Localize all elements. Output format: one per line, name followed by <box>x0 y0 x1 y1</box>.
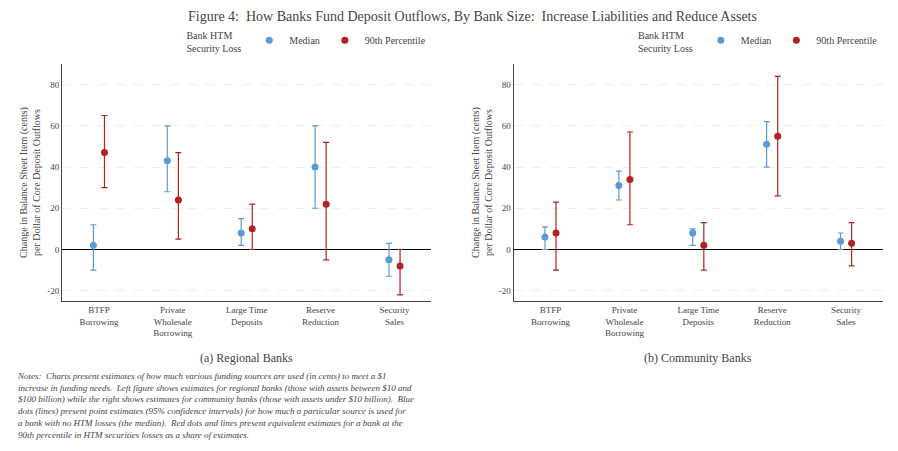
svg-text:(b) Community Banks: (b) Community Banks <box>644 351 752 365</box>
svg-text:Change in Balance Sheet Item (: Change in Balance Sheet Item (cents)per … <box>470 107 494 258</box>
svg-text:90th Percentile: 90th Percentile <box>816 35 877 46</box>
svg-text:0: 0 <box>506 245 511 255</box>
svg-text:PrivateWholesaleBorrowing: PrivateWholesaleBorrowing <box>605 305 644 338</box>
svg-text:Bank HTMSecurity Loss: Bank HTMSecurity Loss <box>186 30 241 54</box>
svg-text:Figure 4: How Banks Fund Depo: Figure 4: How Banks Fund Deposit Outflow… <box>188 9 757 24</box>
svg-text:PrivateWholesaleBorrowing: PrivateWholesaleBorrowing <box>153 305 192 338</box>
svg-text:SecuritySales: SecuritySales <box>831 305 861 327</box>
svg-text:ReserveReduction: ReserveReduction <box>754 305 791 327</box>
svg-text:20: 20 <box>502 203 512 213</box>
svg-text:40: 40 <box>50 162 60 172</box>
svg-text:60: 60 <box>502 121 512 131</box>
svg-text:40: 40 <box>502 162 512 172</box>
svg-text:20: 20 <box>50 203 60 213</box>
svg-text:80: 80 <box>502 80 512 90</box>
svg-text:Notes: Charts present estimat: Notes: Charts present estimates of how m… <box>17 371 414 440</box>
svg-text:Large TimeDeposits: Large TimeDeposits <box>226 305 268 327</box>
svg-text:ReserveReduction: ReserveReduction <box>302 305 339 327</box>
svg-text:SecuritySales: SecuritySales <box>380 305 410 327</box>
svg-text:BTFPBorrowing: BTFPBorrowing <box>531 305 570 327</box>
svg-text:Median: Median <box>289 35 320 46</box>
svg-text:90th Percentile: 90th Percentile <box>365 35 426 46</box>
svg-text:Change in Balance Sheet Item (: Change in Balance Sheet Item (cents)per … <box>18 107 42 258</box>
svg-text:BTFPBorrowing: BTFPBorrowing <box>79 305 118 327</box>
svg-text:60: 60 <box>50 121 60 131</box>
svg-text:Median: Median <box>741 35 772 46</box>
svg-text:(a) Regional Banks: (a) Regional Banks <box>200 351 293 365</box>
svg-text:-20: -20 <box>47 286 59 296</box>
svg-text:80: 80 <box>50 80 60 90</box>
svg-text:0: 0 <box>55 245 60 255</box>
svg-text:-20: -20 <box>499 286 511 296</box>
svg-text:Large TimeDeposits: Large TimeDeposits <box>677 305 719 327</box>
svg-text:Bank HTMSecurity Loss: Bank HTMSecurity Loss <box>638 30 693 54</box>
